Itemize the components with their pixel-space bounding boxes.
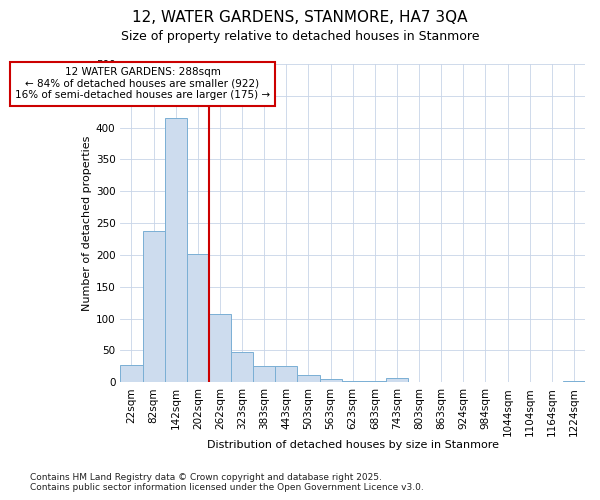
Bar — [143, 232, 164, 382]
Text: 12, WATER GARDENS, STANMORE, HA7 3QA: 12, WATER GARDENS, STANMORE, HA7 3QA — [132, 10, 468, 25]
X-axis label: Distribution of detached houses by size in Stanmore: Distribution of detached houses by size … — [207, 440, 499, 450]
Bar — [320, 379, 341, 382]
Bar — [253, 366, 275, 382]
Bar — [209, 314, 231, 382]
Bar — [121, 365, 143, 382]
Bar — [187, 254, 209, 382]
Bar — [563, 381, 585, 382]
Bar — [341, 381, 364, 382]
Bar — [364, 381, 386, 382]
Text: Size of property relative to detached houses in Stanmore: Size of property relative to detached ho… — [121, 30, 479, 43]
Bar — [164, 118, 187, 382]
Bar — [231, 352, 253, 382]
Text: 12 WATER GARDENS: 288sqm
← 84% of detached houses are smaller (922)
16% of semi-: 12 WATER GARDENS: 288sqm ← 84% of detach… — [15, 67, 270, 100]
Bar — [386, 378, 408, 382]
Text: Contains HM Land Registry data © Crown copyright and database right 2025.
Contai: Contains HM Land Registry data © Crown c… — [30, 473, 424, 492]
Bar — [298, 374, 320, 382]
Y-axis label: Number of detached properties: Number of detached properties — [82, 136, 92, 311]
Bar — [275, 366, 298, 382]
